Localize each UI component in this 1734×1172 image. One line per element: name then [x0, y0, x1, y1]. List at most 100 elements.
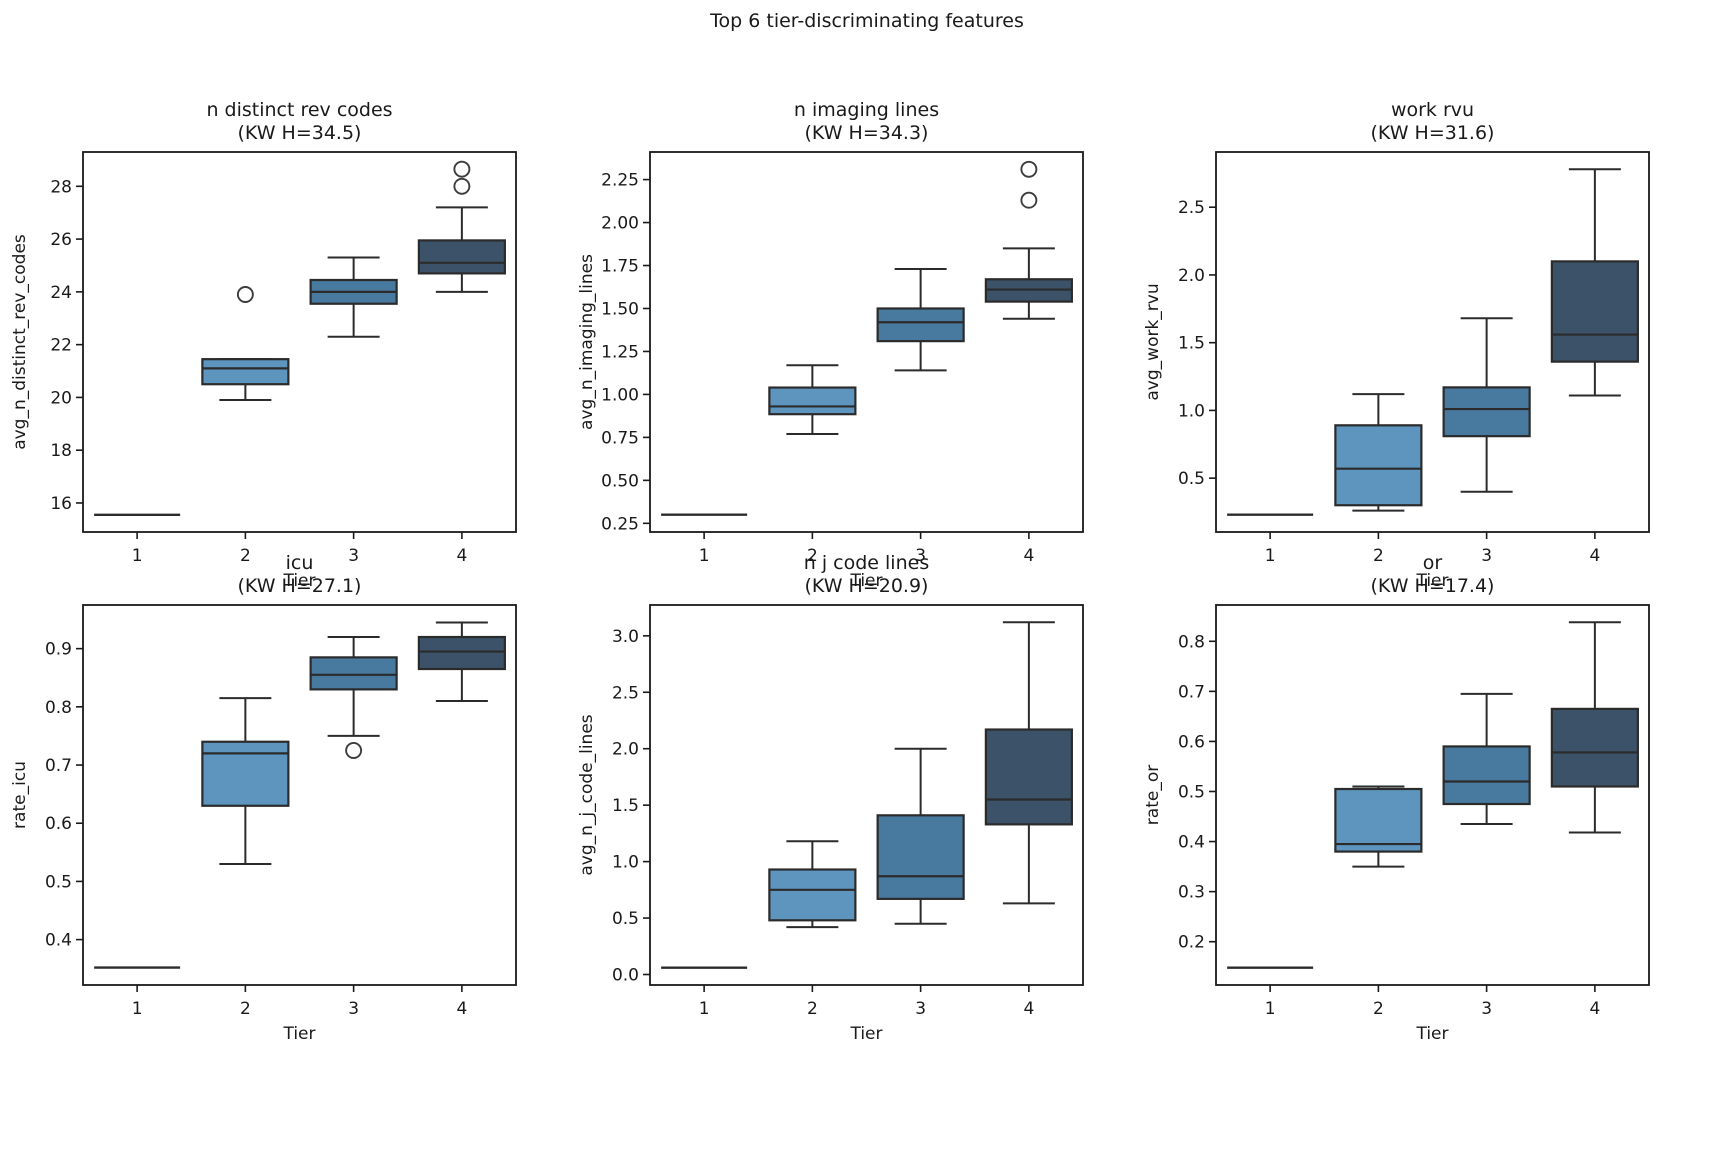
- box-tier-2: [201, 286, 290, 402]
- iqr-box: [1550, 707, 1639, 788]
- y-tick-label: 22: [50, 336, 72, 356]
- figure-title: Top 6 tier-discriminating features: [710, 10, 1024, 32]
- y-tick-label: 0.5: [1178, 782, 1205, 802]
- box-tier-3: [309, 636, 398, 759]
- subplot-rate_icu: icu(KW H=27.1) 0.4 0.5 0.6 0.7 0.8 0.9 1 2 3 4 Tier…: [10, 552, 517, 1044]
- y-tick-label: 1.5: [612, 796, 639, 816]
- subplot-avg_n_imaging_lines: n imaging lines(KW H=34.3) 0.25 0.50 0.75 1.…: [577, 99, 1084, 591]
- outlier-point: [1020, 160, 1038, 178]
- subplot-title: n distinct rev codes: [206, 99, 392, 121]
- y-axis-label: avg_n_distinct_rev_codes: [10, 234, 30, 450]
- y-tick-label: 0.25: [601, 514, 639, 534]
- box-tier-3: [876, 267, 965, 372]
- y-tick-label: 28: [50, 177, 72, 197]
- iqr-box: [984, 728, 1073, 826]
- x-tick-label: 2: [1373, 999, 1384, 1019]
- subplot-subtitle: (KW H=34.5): [238, 122, 362, 144]
- subplot-subtitle: (KW H=20.9): [805, 575, 929, 597]
- x-tick-label: 3: [915, 546, 926, 566]
- y-tick-label: 0.2: [1178, 933, 1205, 953]
- y-tick-label: 0.8: [45, 698, 72, 718]
- y-tick-label: 0.6: [45, 814, 72, 834]
- subplot-subtitle: (KW H=17.4): [1371, 575, 1495, 597]
- subplot-subtitle: (KW H=27.1): [238, 575, 362, 597]
- x-tick-label: 2: [807, 999, 818, 1019]
- y-tick-label: 20: [50, 388, 72, 408]
- box-tier-2: [768, 364, 857, 435]
- y-tick-label: 0.8: [1178, 632, 1205, 652]
- y-tick-label: 0.5: [1178, 469, 1205, 489]
- box-tier-2: [768, 840, 857, 929]
- axes-spines: [82, 604, 517, 986]
- iqr-box: [1442, 745, 1531, 806]
- y-tick-label: 1.0: [1178, 401, 1205, 421]
- y-axis-label: avg_n_j_code_lines: [577, 714, 597, 875]
- x-tick-label: 1: [699, 999, 710, 1019]
- y-tick-label: 0.5: [45, 872, 72, 892]
- outlier-point: [453, 160, 471, 178]
- y-tick-label: 1.0: [612, 853, 639, 873]
- box-tier-3: [1442, 692, 1531, 826]
- y-tick-label: 2.0: [612, 740, 639, 760]
- box-tier-4: [984, 160, 1073, 320]
- y-tick-label: 0.50: [601, 471, 639, 491]
- x-tick-label: 3: [348, 999, 359, 1019]
- y-tick-label: 24: [50, 283, 72, 303]
- y-tick-label: 0.5: [612, 909, 639, 929]
- y-tick-label: 1.50: [601, 299, 639, 319]
- y-tick-label: 1.5: [1178, 334, 1205, 354]
- x-tick-label: 3: [915, 999, 926, 1019]
- box-tier-4: [417, 621, 506, 703]
- subplot-title: or: [1423, 552, 1443, 574]
- y-tick-label: 1.25: [601, 342, 639, 362]
- box-tier-2: [1334, 393, 1423, 512]
- box-tier-2: [201, 697, 290, 865]
- x-tick-label: 2: [240, 546, 251, 566]
- y-axis-label: avg_n_imaging_lines: [577, 254, 597, 430]
- box-tier-4: [1550, 621, 1639, 834]
- iqr-box: [876, 307, 965, 343]
- x-tick-label: 2: [240, 999, 251, 1019]
- y-tick-label: 0.4: [1178, 833, 1205, 853]
- x-axis-label: Tier: [1415, 571, 1448, 591]
- iqr-box: [201, 740, 290, 807]
- y-tick-label: 0.7: [45, 756, 72, 776]
- box-tier-4: [1550, 168, 1639, 397]
- y-axis-label: rate_icu: [10, 761, 30, 829]
- iqr-box: [1334, 787, 1423, 853]
- iqr-box: [309, 656, 398, 691]
- iqr-box: [1334, 424, 1423, 507]
- y-tick-label: 0.75: [601, 428, 639, 448]
- subplot-title: work rvu: [1391, 99, 1474, 121]
- y-tick-label: 2.5: [1178, 198, 1205, 218]
- x-tick-label: 4: [1023, 546, 1034, 566]
- x-tick-label: 3: [1481, 999, 1492, 1019]
- x-tick-label: 1: [1265, 546, 1276, 566]
- y-tick-label: 0.0: [612, 966, 639, 986]
- x-axis-label: Tier: [282, 1024, 315, 1044]
- x-tick-label: 1: [132, 999, 143, 1019]
- box-tier-4: [417, 160, 506, 293]
- subplot-title: n imaging lines: [794, 99, 939, 121]
- y-tick-label: 0.9: [45, 640, 72, 660]
- outlier-point: [345, 742, 363, 759]
- box-tier-4: [984, 621, 1073, 905]
- y-tick-label: 2.25: [601, 171, 639, 191]
- iqr-box: [417, 239, 506, 275]
- y-tick-label: 0.7: [1178, 682, 1205, 702]
- x-axis-label: Tier: [282, 571, 315, 591]
- axes-spines: [649, 151, 1084, 533]
- axes-spines: [1215, 604, 1650, 986]
- subplot-avg_n_distinct_rev_codes: n distinct rev codes(KW H=34.5)161820222…: [10, 99, 517, 591]
- box-tier-3: [876, 747, 965, 925]
- box-tier-2: [1334, 785, 1423, 868]
- x-tick-label: 4: [1589, 999, 1600, 1019]
- y-tick-label: 2.0: [1178, 266, 1205, 286]
- x-tick-label: 1: [699, 546, 710, 566]
- subplot-subtitle: (KW H=34.3): [805, 122, 929, 144]
- y-tick-label: 0.6: [1178, 732, 1205, 752]
- subplot-rate_or: or(KW H=17.4) 0.2 0.3 0.4 0.5 0.6 0.7 0.8 1 2 3 4 Ti…: [1143, 552, 1650, 1044]
- y-axis-label: rate_or: [1143, 765, 1163, 825]
- axes-spines: [82, 151, 517, 533]
- x-tick-label: 2: [1373, 546, 1384, 566]
